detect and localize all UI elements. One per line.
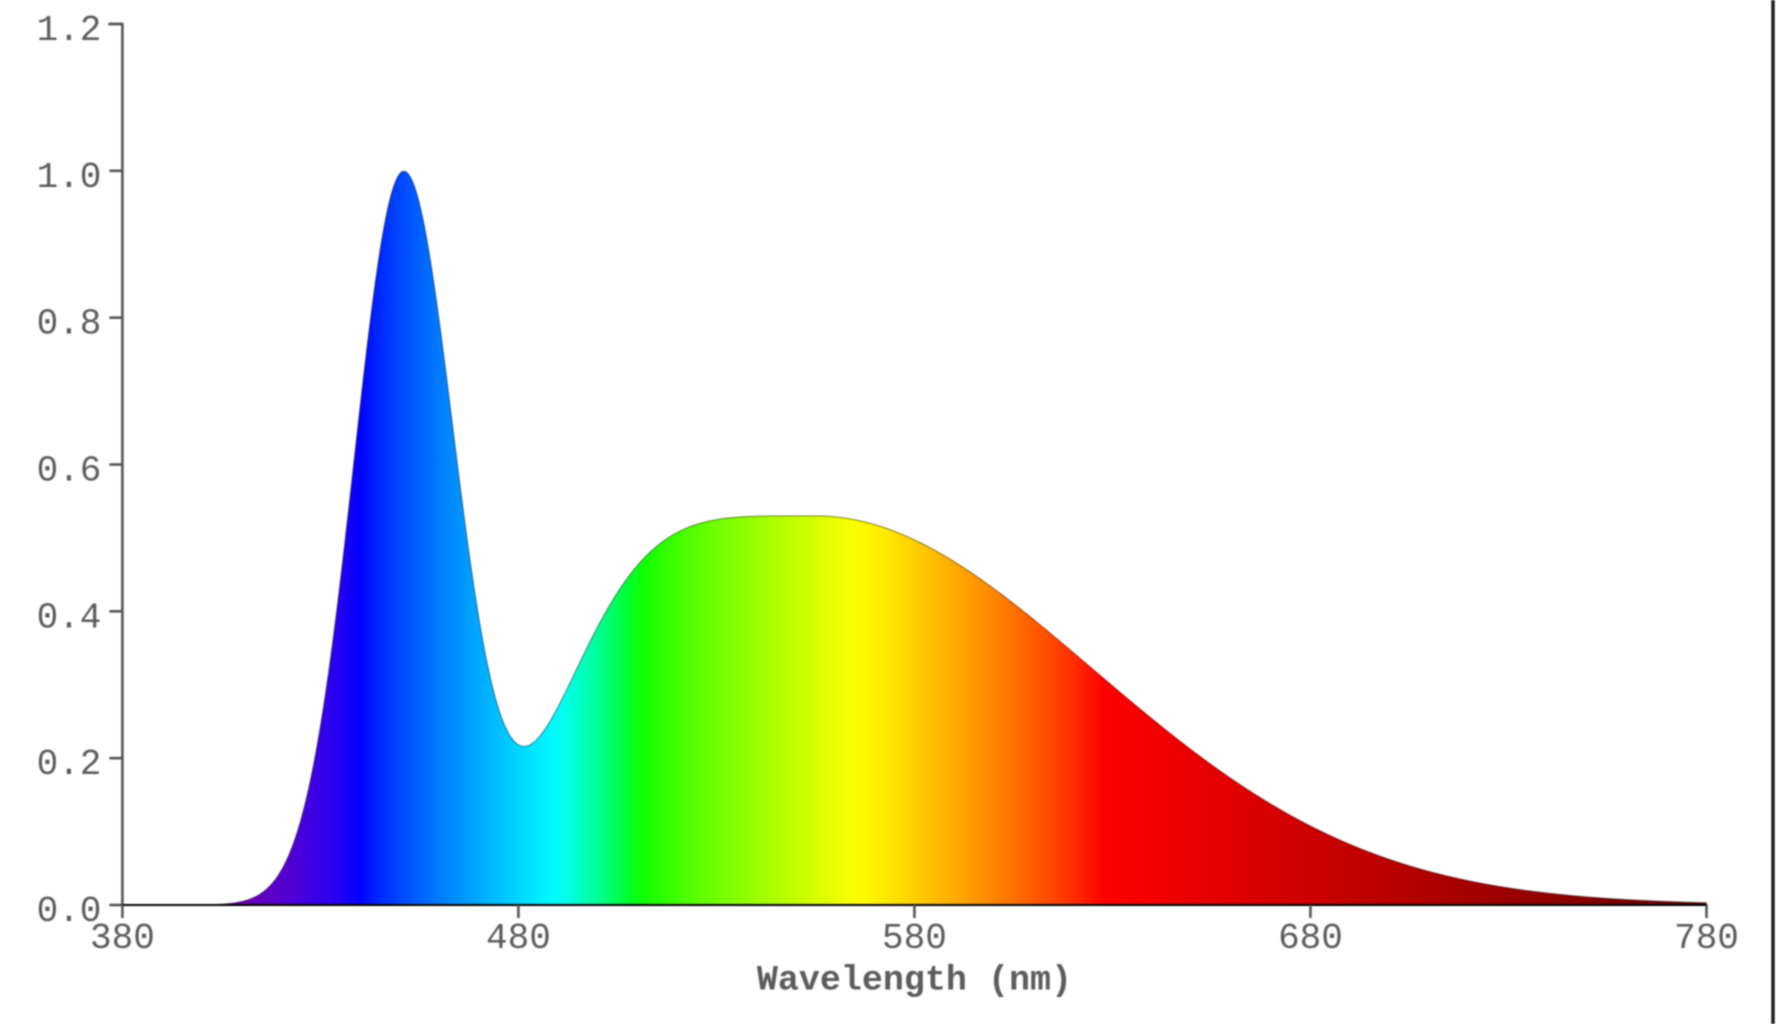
svg-text:380: 380 — [90, 918, 155, 959]
svg-text:480: 480 — [486, 918, 551, 959]
svg-text:Wavelength (nm): Wavelength (nm) — [757, 961, 1072, 1001]
svg-text:780: 780 — [1674, 918, 1739, 959]
svg-text:0.4: 0.4 — [37, 597, 102, 638]
svg-text:0.6: 0.6 — [37, 451, 102, 492]
svg-text:1.0: 1.0 — [37, 157, 102, 198]
svg-text:580: 580 — [882, 918, 947, 959]
svg-text:680: 680 — [1278, 918, 1343, 959]
svg-text:0.8: 0.8 — [37, 304, 102, 345]
svg-text:1.2: 1.2 — [37, 10, 102, 51]
svg-text:0.2: 0.2 — [37, 744, 102, 785]
